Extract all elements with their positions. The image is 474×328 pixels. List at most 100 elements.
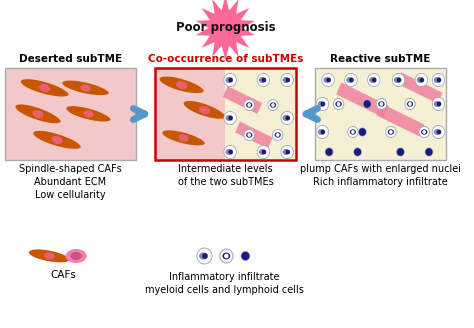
Ellipse shape xyxy=(226,115,232,121)
Ellipse shape xyxy=(283,77,289,83)
Ellipse shape xyxy=(70,252,82,260)
Ellipse shape xyxy=(388,129,394,135)
Circle shape xyxy=(224,145,237,159)
Polygon shape xyxy=(223,86,262,114)
Circle shape xyxy=(397,77,401,82)
Circle shape xyxy=(267,99,279,111)
Ellipse shape xyxy=(44,252,55,260)
Circle shape xyxy=(285,77,290,82)
Circle shape xyxy=(408,102,412,106)
Circle shape xyxy=(228,115,233,120)
Circle shape xyxy=(325,148,333,156)
Ellipse shape xyxy=(226,149,232,155)
Ellipse shape xyxy=(246,102,252,108)
Circle shape xyxy=(425,148,433,156)
Circle shape xyxy=(224,73,237,87)
Circle shape xyxy=(433,74,444,86)
Ellipse shape xyxy=(283,115,289,121)
Ellipse shape xyxy=(274,132,281,138)
Ellipse shape xyxy=(421,129,428,135)
Circle shape xyxy=(262,77,266,82)
Circle shape xyxy=(416,74,427,86)
Circle shape xyxy=(344,73,358,87)
Ellipse shape xyxy=(407,101,413,107)
Circle shape xyxy=(271,103,275,107)
Circle shape xyxy=(281,111,294,125)
Circle shape xyxy=(437,102,441,107)
Polygon shape xyxy=(16,104,61,123)
Ellipse shape xyxy=(346,77,353,83)
Circle shape xyxy=(245,130,254,140)
Circle shape xyxy=(224,111,237,125)
Circle shape xyxy=(285,115,290,120)
Circle shape xyxy=(345,74,357,86)
Ellipse shape xyxy=(318,101,324,107)
Circle shape xyxy=(257,73,270,87)
Circle shape xyxy=(257,145,270,159)
Polygon shape xyxy=(29,250,70,262)
Text: Inflammatory infiltrate
myeloid cells and lymphoid cells: Inflammatory infiltrate myeloid cells an… xyxy=(145,272,304,295)
Circle shape xyxy=(268,100,278,110)
Circle shape xyxy=(244,99,255,111)
Circle shape xyxy=(282,146,293,158)
Circle shape xyxy=(282,74,293,86)
Circle shape xyxy=(376,99,386,109)
Circle shape xyxy=(257,146,269,158)
Circle shape xyxy=(281,145,294,159)
Polygon shape xyxy=(160,76,204,93)
Circle shape xyxy=(404,98,416,110)
Ellipse shape xyxy=(350,129,356,135)
Circle shape xyxy=(392,73,405,87)
Ellipse shape xyxy=(222,253,230,259)
Text: Reactive subTME: Reactive subTME xyxy=(330,54,431,64)
Ellipse shape xyxy=(39,84,50,92)
FancyBboxPatch shape xyxy=(5,68,136,160)
Circle shape xyxy=(276,133,280,137)
Circle shape xyxy=(425,148,433,156)
Circle shape xyxy=(422,130,426,134)
Circle shape xyxy=(228,77,233,82)
Circle shape xyxy=(419,126,430,138)
Ellipse shape xyxy=(394,77,401,83)
Circle shape xyxy=(320,102,325,107)
Circle shape xyxy=(432,125,445,139)
Circle shape xyxy=(220,250,232,262)
Bar xyxy=(155,68,226,160)
Text: Deserted subTME: Deserted subTME xyxy=(19,54,122,64)
Bar xyxy=(226,68,296,160)
Circle shape xyxy=(317,126,328,138)
Circle shape xyxy=(386,127,396,137)
Circle shape xyxy=(433,126,444,138)
Circle shape xyxy=(245,100,254,110)
Circle shape xyxy=(337,102,340,106)
Ellipse shape xyxy=(434,129,440,135)
Circle shape xyxy=(354,148,361,156)
Circle shape xyxy=(285,150,290,154)
Circle shape xyxy=(376,98,387,110)
Circle shape xyxy=(359,128,366,136)
Text: Spindle-shaped CAFs
Abundant ECM
Low cellularity: Spindle-shaped CAFs Abundant ECM Low cel… xyxy=(19,164,122,200)
Circle shape xyxy=(415,73,428,87)
Circle shape xyxy=(368,74,380,86)
Polygon shape xyxy=(63,81,109,95)
Circle shape xyxy=(282,112,293,124)
Circle shape xyxy=(364,100,371,108)
Circle shape xyxy=(241,251,250,261)
Text: CAFs: CAFs xyxy=(51,270,77,280)
Polygon shape xyxy=(184,101,225,119)
Ellipse shape xyxy=(323,77,330,83)
Circle shape xyxy=(257,74,269,86)
Circle shape xyxy=(347,126,359,138)
Ellipse shape xyxy=(378,101,384,107)
Polygon shape xyxy=(21,79,69,96)
Circle shape xyxy=(367,73,381,87)
Ellipse shape xyxy=(336,101,342,107)
Polygon shape xyxy=(336,82,389,117)
Circle shape xyxy=(389,130,393,134)
Polygon shape xyxy=(33,131,81,149)
Circle shape xyxy=(320,130,325,134)
Ellipse shape xyxy=(83,110,93,118)
Text: Co-occurrence of subTMEs: Co-occurrence of subTMEs xyxy=(148,54,303,64)
Ellipse shape xyxy=(178,134,189,142)
Circle shape xyxy=(317,98,328,110)
